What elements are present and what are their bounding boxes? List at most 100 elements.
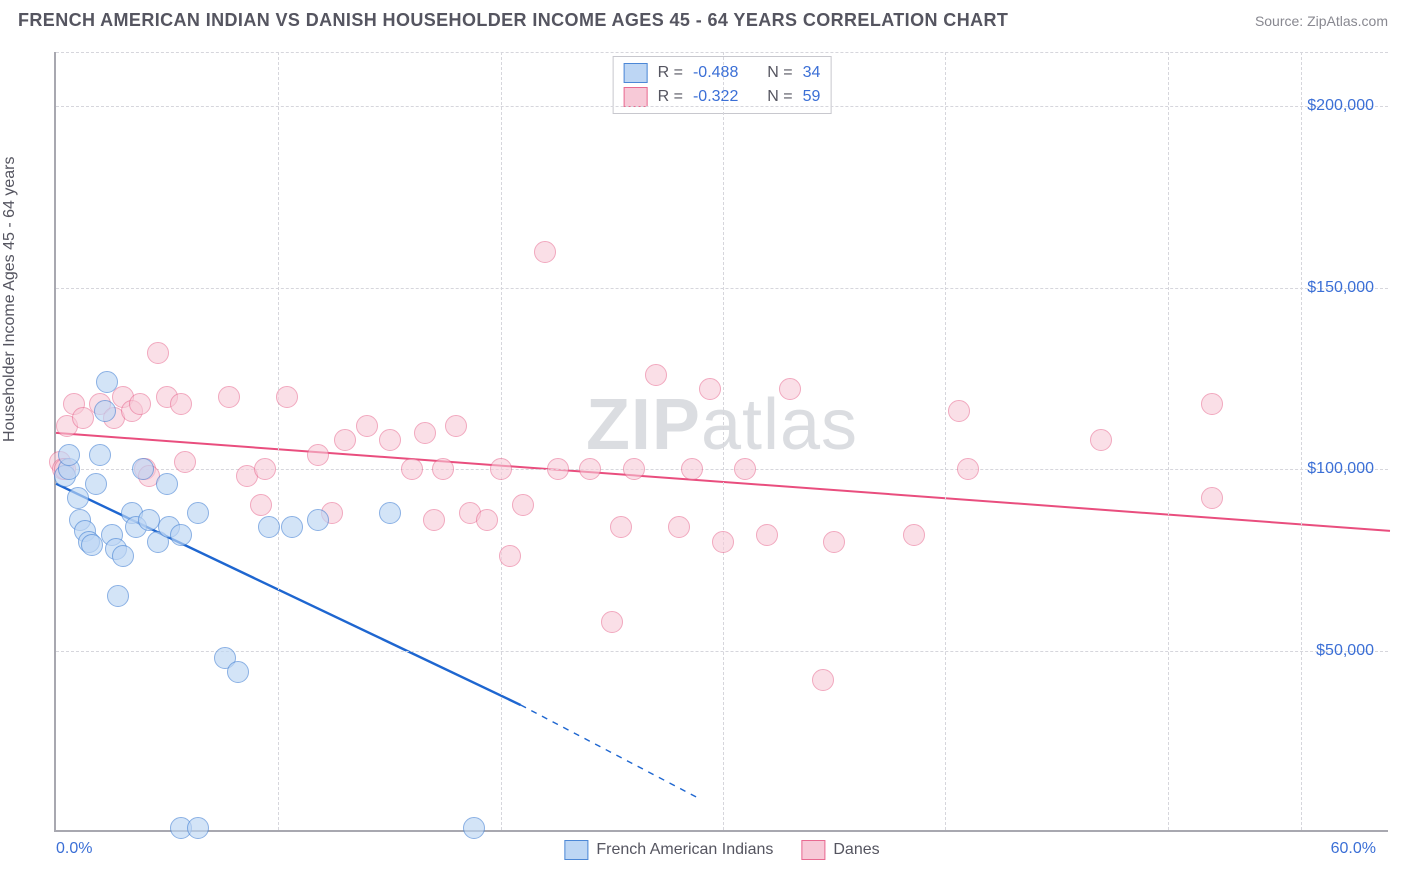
scatter-point xyxy=(67,487,89,509)
scatter-point xyxy=(1090,429,1112,451)
stat-r-value: -0.488 xyxy=(693,64,738,82)
legend-item: Danes xyxy=(801,840,879,860)
scatter-point xyxy=(823,531,845,553)
stats-row: R =-0.322 N =59 xyxy=(624,85,821,109)
scatter-point xyxy=(138,509,160,531)
y-tick-label: $150,000 xyxy=(1307,279,1374,297)
scatter-point xyxy=(490,458,512,480)
scatter-point xyxy=(276,386,298,408)
scatter-point xyxy=(356,415,378,437)
y-axis-title: Householder Income Ages 45 - 64 years xyxy=(1,157,19,443)
scatter-point xyxy=(170,524,192,546)
legend-swatch xyxy=(801,840,825,860)
stat-n-label: N = xyxy=(767,88,792,106)
stat-r-value: -0.322 xyxy=(693,88,738,106)
scatter-point xyxy=(610,516,632,538)
scatter-point xyxy=(499,545,521,567)
scatter-point xyxy=(401,458,423,480)
scatter-point xyxy=(1201,393,1223,415)
plot-area: ZIPatlas R =-0.488 N =34R =-0.322 N =59 … xyxy=(54,52,1388,832)
stat-n-label: N = xyxy=(767,64,792,82)
scatter-point xyxy=(254,458,276,480)
scatter-point xyxy=(476,509,498,531)
gridline-v xyxy=(723,52,724,830)
scatter-point xyxy=(623,458,645,480)
series-swatch xyxy=(624,63,648,83)
scatter-point xyxy=(307,509,329,531)
scatter-point xyxy=(89,444,111,466)
scatter-point xyxy=(174,451,196,473)
gridline-h-top xyxy=(56,52,1388,53)
scatter-point xyxy=(94,400,116,422)
scatter-point xyxy=(187,817,209,839)
gridline-h xyxy=(56,651,1388,652)
scatter-point xyxy=(307,444,329,466)
x-axis-max-label: 60.0% xyxy=(1331,840,1376,858)
y-tick-label: $200,000 xyxy=(1307,97,1374,115)
gridline-v xyxy=(1168,52,1169,830)
scatter-point xyxy=(756,524,778,546)
scatter-point xyxy=(699,378,721,400)
scatter-point xyxy=(227,661,249,683)
scatter-point xyxy=(147,342,169,364)
scatter-point xyxy=(379,502,401,524)
gridline-v xyxy=(501,52,502,830)
stat-r-label: R = xyxy=(658,64,683,82)
scatter-point xyxy=(534,241,556,263)
scatter-point xyxy=(281,516,303,538)
y-tick-label: $100,000 xyxy=(1307,460,1374,478)
chart-frame: ZIPatlas R =-0.488 N =34R =-0.322 N =59 … xyxy=(54,52,1388,832)
scatter-point xyxy=(72,407,94,429)
gridline-v xyxy=(945,52,946,830)
scatter-point xyxy=(250,494,272,516)
legend-label: Danes xyxy=(833,841,879,859)
scatter-point xyxy=(445,415,467,437)
scatter-point xyxy=(96,371,118,393)
stats-box: R =-0.488 N =34R =-0.322 N =59 xyxy=(613,56,832,114)
scatter-point xyxy=(903,524,925,546)
scatter-point xyxy=(107,585,129,607)
scatter-point xyxy=(1201,487,1223,509)
bottom-legend: French American Indians Danes xyxy=(564,840,879,860)
stat-n-value: 34 xyxy=(803,64,821,82)
header-row: FRENCH AMERICAN INDIAN VS DANISH HOUSEHO… xyxy=(18,10,1388,31)
scatter-point xyxy=(170,393,192,415)
legend-label: French American Indians xyxy=(596,841,773,859)
trend-line-extrapolated xyxy=(521,705,701,799)
scatter-point xyxy=(512,494,534,516)
series-swatch xyxy=(624,87,648,107)
gridline-v xyxy=(1301,52,1302,830)
scatter-point xyxy=(681,458,703,480)
gridline-h xyxy=(56,106,1388,107)
scatter-point xyxy=(334,429,356,451)
scatter-point xyxy=(187,502,209,524)
scatter-point xyxy=(258,516,280,538)
chart-title: FRENCH AMERICAN INDIAN VS DANISH HOUSEHO… xyxy=(18,10,1008,31)
source-label: Source: ZipAtlas.com xyxy=(1255,13,1388,29)
scatter-point xyxy=(579,458,601,480)
stat-n-value: 59 xyxy=(803,88,821,106)
scatter-point xyxy=(547,458,569,480)
x-axis-min-label: 0.0% xyxy=(56,840,92,858)
scatter-point xyxy=(156,473,178,495)
scatter-point xyxy=(58,444,80,466)
scatter-point xyxy=(812,669,834,691)
scatter-point xyxy=(601,611,623,633)
scatter-point xyxy=(112,545,134,567)
scatter-point xyxy=(414,422,436,444)
legend-swatch xyxy=(564,840,588,860)
watermark: ZIPatlas xyxy=(586,384,858,466)
scatter-point xyxy=(668,516,690,538)
scatter-point xyxy=(734,458,756,480)
scatter-point xyxy=(423,509,445,531)
gridline-h xyxy=(56,288,1388,289)
legend-item: French American Indians xyxy=(564,840,773,860)
y-tick-label: $50,000 xyxy=(1316,642,1374,660)
scatter-point xyxy=(645,364,667,386)
scatter-point xyxy=(712,531,734,553)
scatter-point xyxy=(957,458,979,480)
watermark-light: atlas xyxy=(701,385,858,465)
scatter-point xyxy=(432,458,454,480)
chart-svg xyxy=(56,52,1388,830)
gridline-v xyxy=(278,52,279,830)
